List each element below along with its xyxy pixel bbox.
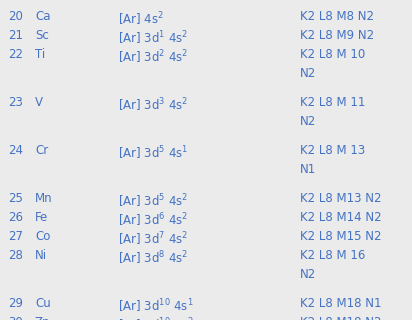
Text: K2 L8 M 16: K2 L8 M 16 <box>300 249 365 262</box>
Text: [Ar] 3d$^{10}$ 4s$^{2}$: [Ar] 3d$^{10}$ 4s$^{2}$ <box>118 316 194 320</box>
Text: 22: 22 <box>8 48 23 61</box>
Text: N1: N1 <box>300 163 316 176</box>
Text: [Ar] 4s$^{2}$: [Ar] 4s$^{2}$ <box>118 10 164 28</box>
Text: Cu: Cu <box>35 297 51 310</box>
Text: Fe: Fe <box>35 211 48 224</box>
Text: [Ar] 3d$^{8}$ 4s$^{2}$: [Ar] 3d$^{8}$ 4s$^{2}$ <box>118 249 188 267</box>
Text: 23: 23 <box>8 96 23 109</box>
Text: 20: 20 <box>8 10 23 23</box>
Text: Mn: Mn <box>35 192 53 205</box>
Text: 26: 26 <box>8 211 23 224</box>
Text: N2: N2 <box>300 115 316 128</box>
Text: 30: 30 <box>8 316 23 320</box>
Text: N2: N2 <box>300 268 316 281</box>
Text: K2 L8 M8 N2: K2 L8 M8 N2 <box>300 10 374 23</box>
Text: Ca: Ca <box>35 10 51 23</box>
Text: K2 L8 M 11: K2 L8 M 11 <box>300 96 365 109</box>
Text: N2: N2 <box>300 67 316 80</box>
Text: V: V <box>35 96 43 109</box>
Text: [Ar] 3d$^{5}$ 4s$^{1}$: [Ar] 3d$^{5}$ 4s$^{1}$ <box>118 144 188 162</box>
Text: K2 L8 M 10: K2 L8 M 10 <box>300 48 365 61</box>
Text: [Ar] 3d$^{10}$ 4s$^{1}$: [Ar] 3d$^{10}$ 4s$^{1}$ <box>118 297 194 315</box>
Text: Co: Co <box>35 230 50 243</box>
Text: 25: 25 <box>8 192 23 205</box>
Text: K2 L8 M15 N2: K2 L8 M15 N2 <box>300 230 382 243</box>
Text: [Ar] 3d$^{2}$ 4s$^{2}$: [Ar] 3d$^{2}$ 4s$^{2}$ <box>118 48 188 66</box>
Text: [Ar] 3d$^{7}$ 4s$^{2}$: [Ar] 3d$^{7}$ 4s$^{2}$ <box>118 230 188 248</box>
Text: [Ar] 3d$^{3}$ 4s$^{2}$: [Ar] 3d$^{3}$ 4s$^{2}$ <box>118 96 188 114</box>
Text: K2 L8 M9 N2: K2 L8 M9 N2 <box>300 29 374 42</box>
Text: [Ar] 3d$^{5}$ 4s$^{2}$: [Ar] 3d$^{5}$ 4s$^{2}$ <box>118 192 188 210</box>
Text: 28: 28 <box>8 249 23 262</box>
Text: Ni: Ni <box>35 249 47 262</box>
Text: K2 L8 M13 N2: K2 L8 M13 N2 <box>300 192 382 205</box>
Text: [Ar] 3d$^{6}$ 4s$^{2}$: [Ar] 3d$^{6}$ 4s$^{2}$ <box>118 211 188 228</box>
Text: 21: 21 <box>8 29 23 42</box>
Text: 24: 24 <box>8 144 23 157</box>
Text: 29: 29 <box>8 297 23 310</box>
Text: Zn: Zn <box>35 316 51 320</box>
Text: Cr: Cr <box>35 144 48 157</box>
Text: K2 L8 M18 N1: K2 L8 M18 N1 <box>300 297 382 310</box>
Text: K2 L8 M18 N2: K2 L8 M18 N2 <box>300 316 382 320</box>
Text: [Ar] 3d$^{1}$ 4s$^{2}$: [Ar] 3d$^{1}$ 4s$^{2}$ <box>118 29 188 46</box>
Text: 27: 27 <box>8 230 23 243</box>
Text: K2 L8 M14 N2: K2 L8 M14 N2 <box>300 211 382 224</box>
Text: Ti: Ti <box>35 48 45 61</box>
Text: K2 L8 M 13: K2 L8 M 13 <box>300 144 365 157</box>
Text: Sc: Sc <box>35 29 49 42</box>
